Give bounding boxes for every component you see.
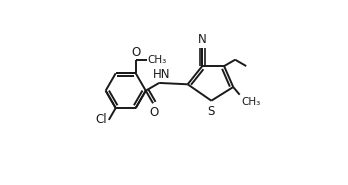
Text: CH₃: CH₃ <box>242 97 261 107</box>
Text: O: O <box>149 106 159 119</box>
Text: Cl: Cl <box>96 113 108 126</box>
Text: HN: HN <box>153 68 170 81</box>
Text: CH₃: CH₃ <box>148 55 167 65</box>
Text: N: N <box>198 33 207 46</box>
Text: S: S <box>208 105 215 118</box>
Text: O: O <box>131 46 140 59</box>
